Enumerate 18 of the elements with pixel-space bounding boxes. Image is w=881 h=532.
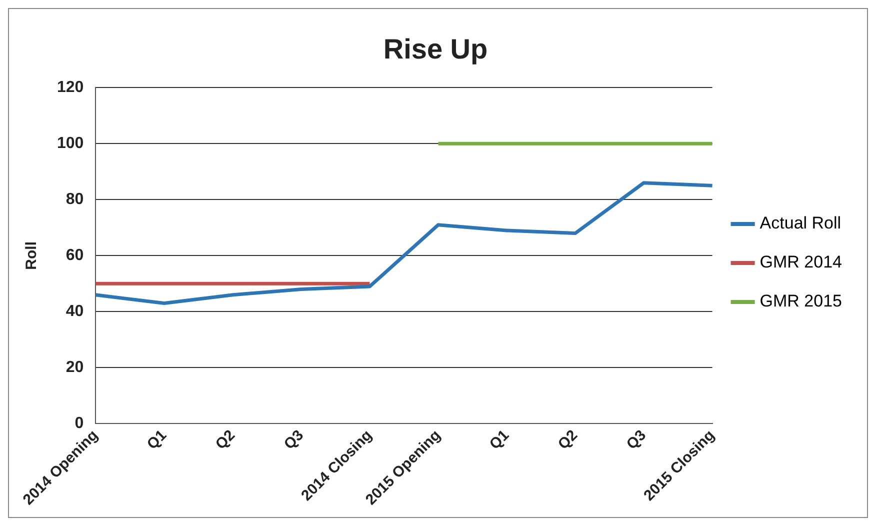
x-tick-label: Q3 xyxy=(623,426,650,453)
y-tick-label: 0 xyxy=(74,415,84,432)
y-tick-label: 40 xyxy=(66,303,84,320)
legend-label: Actual Roll xyxy=(760,214,842,233)
x-tick-label: Q2 xyxy=(212,426,238,453)
chart-title: Rise Up xyxy=(383,34,488,65)
x-tick-label: Q1 xyxy=(486,426,513,453)
y-tick-label: 20 xyxy=(66,359,84,376)
legend-label: GMR 2014 xyxy=(760,252,842,272)
x-tick-label: Q2 xyxy=(554,426,582,453)
y-axis-title: Roll xyxy=(23,241,40,270)
x-tick-label: Q3 xyxy=(280,426,307,453)
y-tick-label: 120 xyxy=(56,79,84,96)
y-tick-label: 80 xyxy=(66,191,84,208)
legend-label: GMR 2015 xyxy=(760,292,842,311)
y-tick-label: 100 xyxy=(56,135,84,152)
x-tick-label: Q1 xyxy=(144,426,170,453)
y-tick-label: 60 xyxy=(66,247,84,264)
